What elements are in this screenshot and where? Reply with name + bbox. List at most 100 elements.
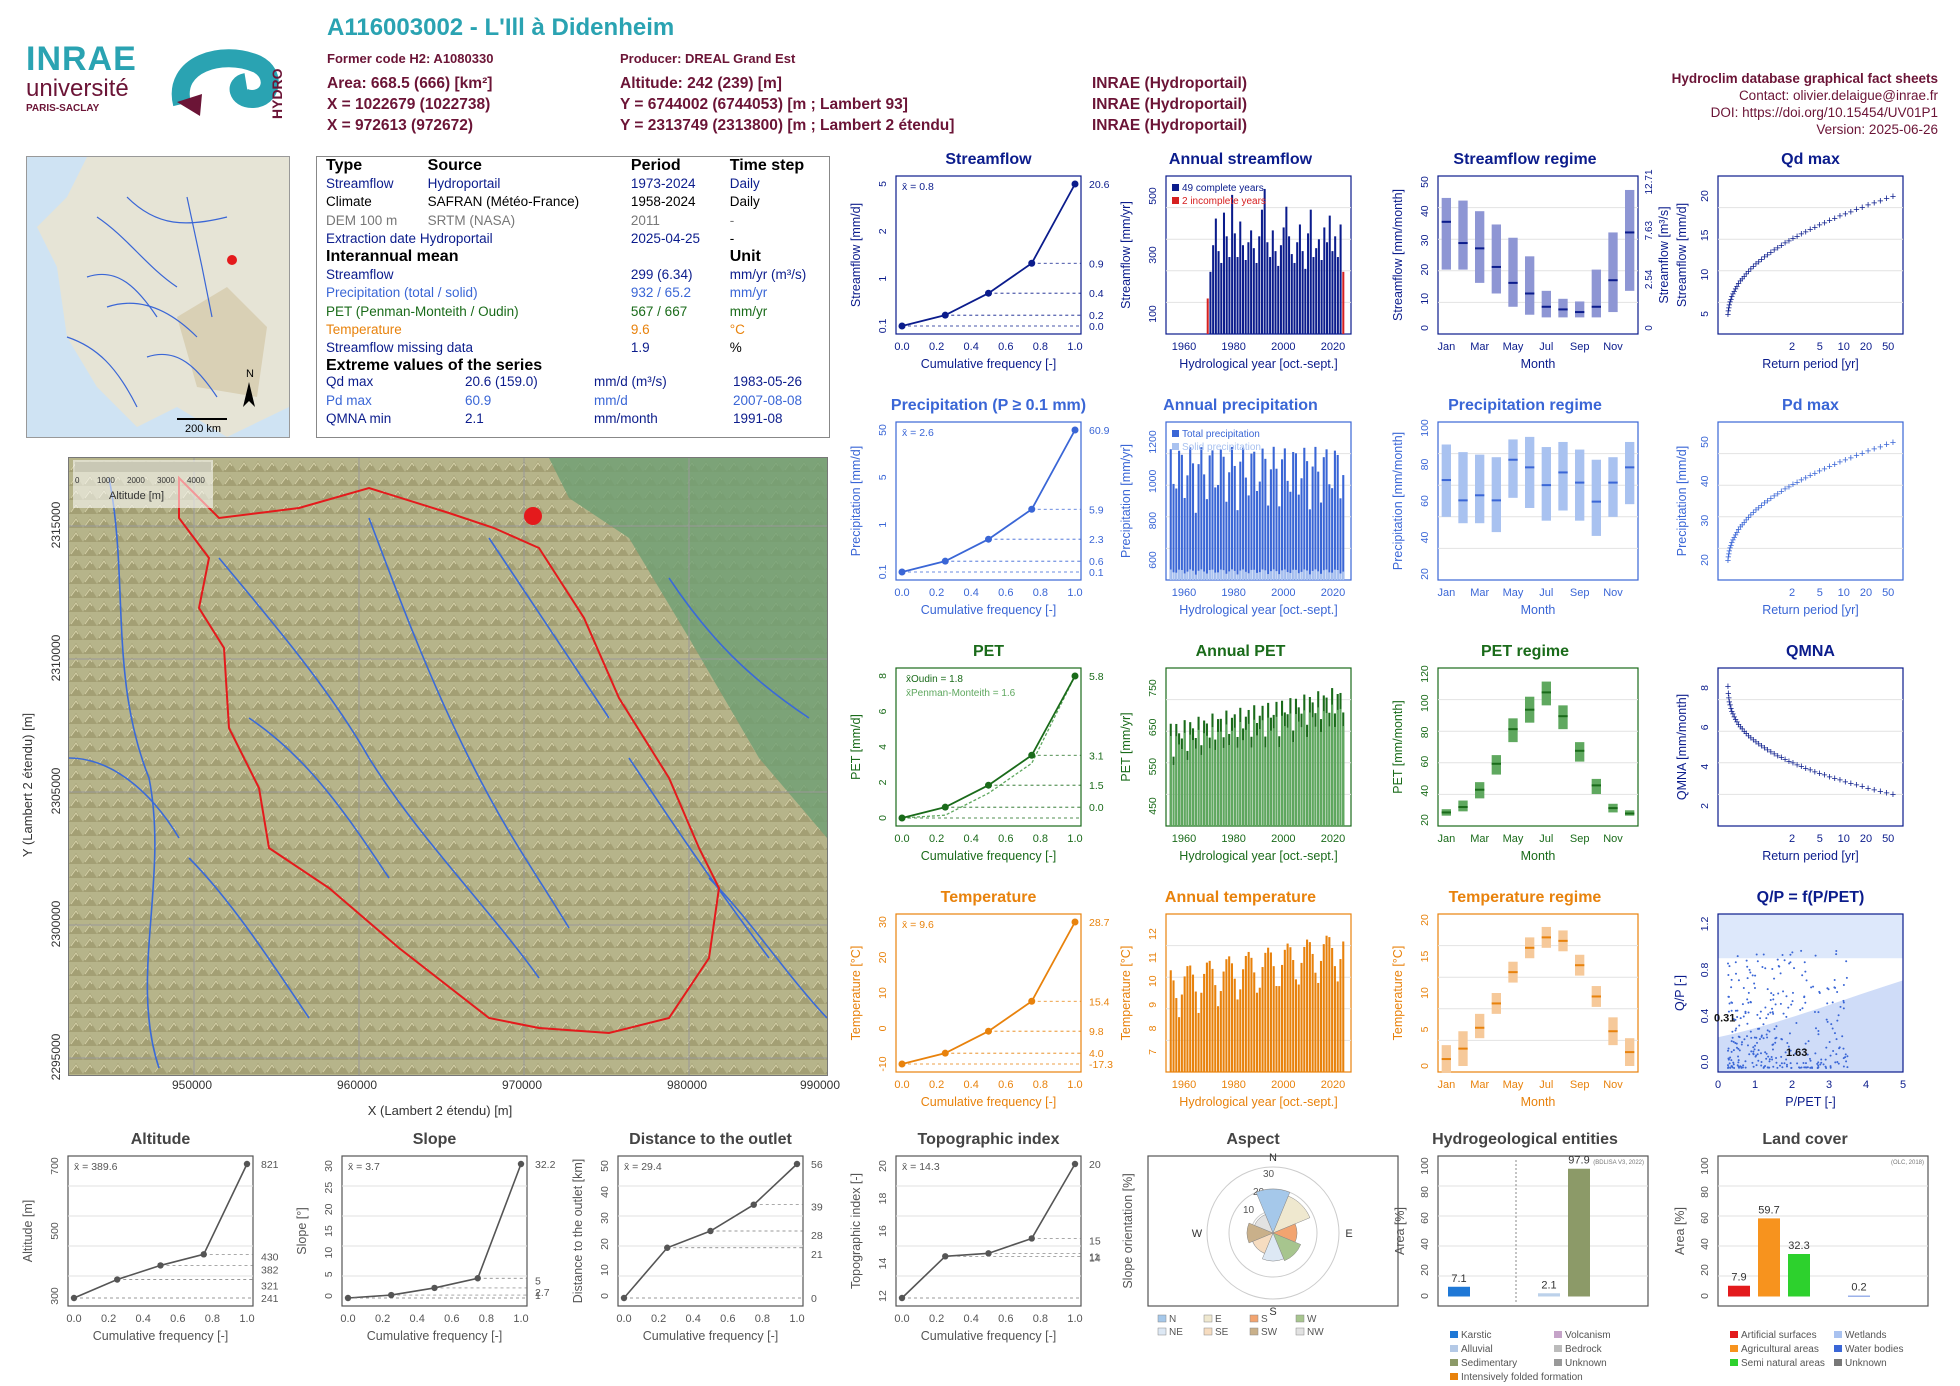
y-tick-label: 20 bbox=[1419, 814, 1431, 826]
qp-point bbox=[1760, 1064, 1763, 1067]
legend-swatch bbox=[1450, 1345, 1458, 1352]
return-period-point: + bbox=[1745, 730, 1751, 742]
qp-point bbox=[1775, 1025, 1778, 1028]
qp-point bbox=[1804, 1001, 1807, 1004]
bar bbox=[1339, 959, 1342, 1072]
qp-point bbox=[1781, 1038, 1784, 1041]
qp-point bbox=[1800, 949, 1803, 952]
qp-point bbox=[1741, 1066, 1744, 1069]
bar-secondary bbox=[1205, 735, 1208, 826]
qp-point bbox=[1749, 971, 1752, 974]
qp-point bbox=[1780, 1055, 1783, 1058]
quantile-point bbox=[243, 1160, 251, 1168]
y-axis-label: Q/P [-] bbox=[1673, 975, 1687, 1011]
y-tick-label: 20 bbox=[1419, 1264, 1431, 1276]
bar-solid bbox=[1325, 569, 1328, 580]
y-axis-label: PET [mm/d] bbox=[849, 714, 863, 780]
return-period-point: + bbox=[1842, 208, 1848, 220]
bar-solid bbox=[1175, 572, 1178, 580]
bar-solid bbox=[1186, 571, 1189, 580]
bar-secondary bbox=[1264, 747, 1267, 826]
month-label: Jul bbox=[1539, 1079, 1553, 1091]
qp-point bbox=[1835, 953, 1838, 956]
mean-value: 932 / 65.2 bbox=[630, 285, 691, 301]
qp-point bbox=[1785, 1065, 1788, 1068]
map-ytick: 2315000 bbox=[49, 501, 63, 548]
qp-point bbox=[1765, 1017, 1768, 1020]
qp-point bbox=[1749, 1030, 1752, 1033]
qp-point bbox=[1819, 1063, 1822, 1066]
qp-point bbox=[1746, 1044, 1749, 1047]
month-label: May bbox=[1503, 1079, 1524, 1091]
mean-label: x̄ = 2.6 bbox=[902, 427, 934, 439]
bar-secondary bbox=[1230, 730, 1234, 826]
qp-point bbox=[1738, 1066, 1741, 1069]
bar bbox=[1342, 271, 1345, 334]
qp-point bbox=[1778, 965, 1781, 968]
bar bbox=[1261, 448, 1264, 580]
plot-frame bbox=[1147, 1155, 1399, 1307]
return-period-point: + bbox=[1743, 514, 1749, 526]
qp-point bbox=[1768, 1030, 1771, 1033]
x-tick-label: 0.2 bbox=[929, 833, 944, 845]
bar bbox=[1200, 992, 1203, 1072]
return-period-point: + bbox=[1750, 735, 1756, 747]
x-lambert2: X = 972613 (972672) bbox=[327, 117, 474, 134]
qp-point bbox=[1806, 1053, 1809, 1056]
qp-point bbox=[1806, 1066, 1809, 1069]
return-period-point: + bbox=[1831, 213, 1837, 225]
bar bbox=[1222, 212, 1226, 334]
return-period-point: + bbox=[1735, 278, 1741, 290]
bar-secondary bbox=[1342, 726, 1345, 826]
qp-point bbox=[1738, 1024, 1741, 1027]
bar-solid bbox=[1269, 571, 1272, 580]
quantile-point bbox=[985, 1250, 992, 1257]
qp-point bbox=[1759, 1017, 1762, 1020]
chart-title: Qd max bbox=[1781, 151, 1840, 168]
x-tick-label: 0.6 bbox=[998, 1313, 1013, 1325]
bar-secondary bbox=[1331, 704, 1334, 826]
bar-solid bbox=[1250, 569, 1253, 580]
return-period-point: + bbox=[1728, 703, 1734, 715]
return-period-point: + bbox=[1782, 484, 1788, 496]
month-label: Jan bbox=[1437, 833, 1455, 845]
qp-marker-x: 1.63 bbox=[1786, 1047, 1807, 1059]
legend-swatch bbox=[1157, 1327, 1167, 1336]
legend-swatch bbox=[1554, 1331, 1562, 1338]
qp-point bbox=[1796, 1062, 1799, 1065]
series-line bbox=[73, 1163, 248, 1299]
right-tick-label: 0.0 bbox=[1089, 321, 1104, 333]
bar bbox=[1228, 257, 1231, 334]
qp-point bbox=[1842, 1001, 1845, 1004]
x-tick-label: 1960 bbox=[1172, 587, 1196, 599]
mean-label: x̄ = 14.3 bbox=[902, 1161, 940, 1173]
bar bbox=[1336, 257, 1339, 334]
source-note: (OLC, 2018) bbox=[1891, 1160, 1924, 1166]
location-map-svg: 200 km N bbox=[37, 157, 289, 437]
return-period-point: + bbox=[1728, 294, 1734, 306]
x-axis-label: Return period [yr] bbox=[1762, 603, 1859, 617]
return-period-point: + bbox=[1725, 309, 1731, 321]
qp-point bbox=[1771, 1007, 1774, 1010]
bar bbox=[1217, 484, 1220, 580]
return-period-point: + bbox=[1826, 771, 1832, 783]
bar-secondary bbox=[1211, 727, 1214, 826]
bar bbox=[1278, 986, 1281, 1072]
return-period-point: + bbox=[1803, 763, 1809, 775]
x-tick-label: 2 bbox=[1789, 587, 1795, 599]
return-period-point: + bbox=[1764, 745, 1770, 757]
bar bbox=[1258, 236, 1261, 334]
bar bbox=[1178, 450, 1181, 580]
alt-tick: 3000 bbox=[157, 476, 175, 485]
chart-title: Annual temperature bbox=[1165, 889, 1316, 906]
chart-title: Temperature bbox=[941, 889, 1037, 906]
x-tick-label: 0.4 bbox=[964, 1313, 979, 1325]
right-tick-label: 382 bbox=[261, 1264, 279, 1276]
box bbox=[1625, 189, 1635, 291]
qp-point bbox=[1799, 1008, 1802, 1011]
bar-secondary bbox=[1239, 721, 1242, 826]
bar bbox=[1277, 265, 1280, 334]
bar bbox=[1289, 947, 1292, 1072]
bar bbox=[1172, 483, 1175, 580]
y-lambert93: Y = 6744002 (6744053) [m ; Lambert 93] bbox=[620, 96, 908, 113]
